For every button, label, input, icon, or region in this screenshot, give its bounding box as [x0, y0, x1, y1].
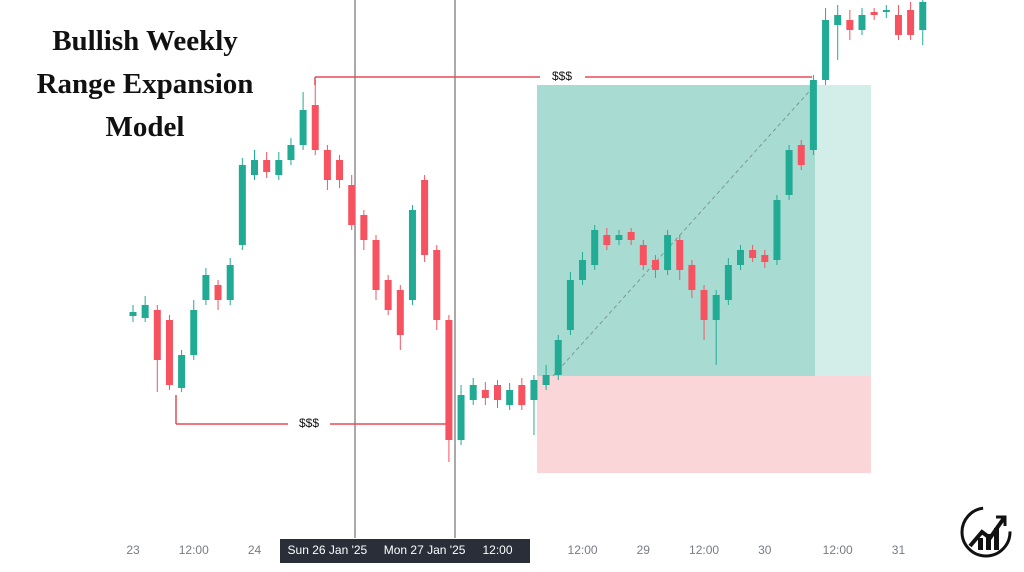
annotation: $$$ — [552, 69, 572, 83]
candle-body — [834, 15, 842, 25]
crosshair-label-bg — [280, 539, 530, 563]
trade-path — [552, 84, 816, 377]
candle-body — [846, 20, 854, 30]
candle-body — [408, 210, 416, 300]
candle-body — [724, 265, 732, 300]
candle-body — [275, 160, 283, 175]
candle-body — [153, 310, 161, 360]
candle-body — [627, 232, 635, 240]
time-axis-labels: 23 12:00 24 Sun 26 Jan '25 Mon 27 Jan '25 12:… — [126, 543, 905, 557]
candle-body — [178, 355, 186, 388]
x-tick-label: Mon 27 Jan '25 — [384, 543, 466, 557]
loss-zone — [537, 376, 871, 473]
candle-body — [129, 312, 137, 316]
candle-body — [299, 110, 307, 145]
profit-zone-extension — [815, 85, 871, 376]
candle-body — [809, 80, 817, 150]
candle-body — [737, 250, 744, 265]
candle-body — [506, 390, 514, 405]
candle-body — [907, 10, 915, 35]
logo — [960, 506, 1012, 558]
candle-body — [894, 15, 902, 35]
candle-body — [870, 12, 878, 15]
candle-body — [651, 260, 659, 270]
candle-body — [251, 160, 258, 175]
x-tick-label: Sun 26 Jan '25 — [288, 543, 368, 557]
candle-body — [579, 260, 587, 280]
x-tick-label: 12:00 — [568, 543, 598, 557]
x-tick-label: 12:00 — [482, 543, 512, 557]
candle-body — [591, 230, 599, 265]
candle-body — [141, 305, 149, 318]
candle-body — [238, 165, 246, 245]
candle-body — [226, 265, 234, 300]
x-tick-label: 24 — [248, 543, 262, 557]
candle-body — [190, 310, 198, 355]
candles — [129, 0, 927, 462]
candle-body — [749, 250, 757, 258]
candle-body — [348, 185, 356, 225]
candle-body — [469, 385, 477, 400]
candle-body — [919, 2, 927, 30]
candle-body — [639, 245, 647, 265]
candle-body — [882, 10, 890, 12]
candle-body — [688, 265, 696, 290]
candle-body — [396, 290, 404, 335]
candle-body — [773, 200, 781, 260]
chart-title: Bullish Weekly Range Expansion Model — [36, 25, 254, 143]
candle-body — [712, 295, 720, 320]
candle-body — [202, 275, 210, 300]
candle-body — [554, 340, 562, 375]
candle-body — [445, 320, 453, 440]
candle-body — [530, 380, 538, 400]
x-tick-label: 12:00 — [689, 543, 719, 557]
candle-body — [785, 150, 793, 195]
candle-body — [676, 240, 684, 270]
x-tick-label: 23 — [126, 543, 140, 557]
candle-body — [664, 235, 672, 270]
x-tick-label: 12:00 — [823, 543, 853, 557]
x-tick-label: 31 — [892, 543, 906, 557]
candle-body — [761, 255, 769, 262]
candle-body — [797, 145, 805, 165]
candle-body — [603, 235, 611, 245]
candle-body — [494, 385, 501, 400]
candle-body — [165, 320, 173, 385]
candle-body — [323, 150, 331, 180]
time-axis — [130, 538, 945, 564]
candle-body — [457, 395, 465, 440]
candle-body — [360, 215, 368, 240]
candle-body — [336, 160, 344, 180]
candle-body — [421, 180, 429, 255]
candle-body — [372, 240, 380, 290]
x-tick-label: 12:00 — [179, 543, 209, 557]
profit-zone — [537, 85, 815, 376]
candle-body — [433, 250, 441, 320]
x-tick-label: 29 — [637, 543, 651, 557]
candle-body — [518, 385, 526, 405]
candle-body — [287, 145, 295, 160]
candle-body — [615, 235, 623, 240]
candle-body — [858, 15, 866, 30]
candle-body — [700, 290, 708, 320]
x-tick-label: 30 — [758, 543, 772, 557]
candle-body — [542, 375, 550, 385]
candle-body — [481, 390, 489, 398]
candle-body — [263, 160, 271, 172]
candle-body — [822, 20, 830, 80]
candle-body — [214, 285, 222, 300]
candle-body — [384, 280, 392, 310]
annotation: $$$ — [299, 416, 319, 430]
candle-body — [566, 280, 574, 330]
candle-body — [311, 105, 319, 150]
